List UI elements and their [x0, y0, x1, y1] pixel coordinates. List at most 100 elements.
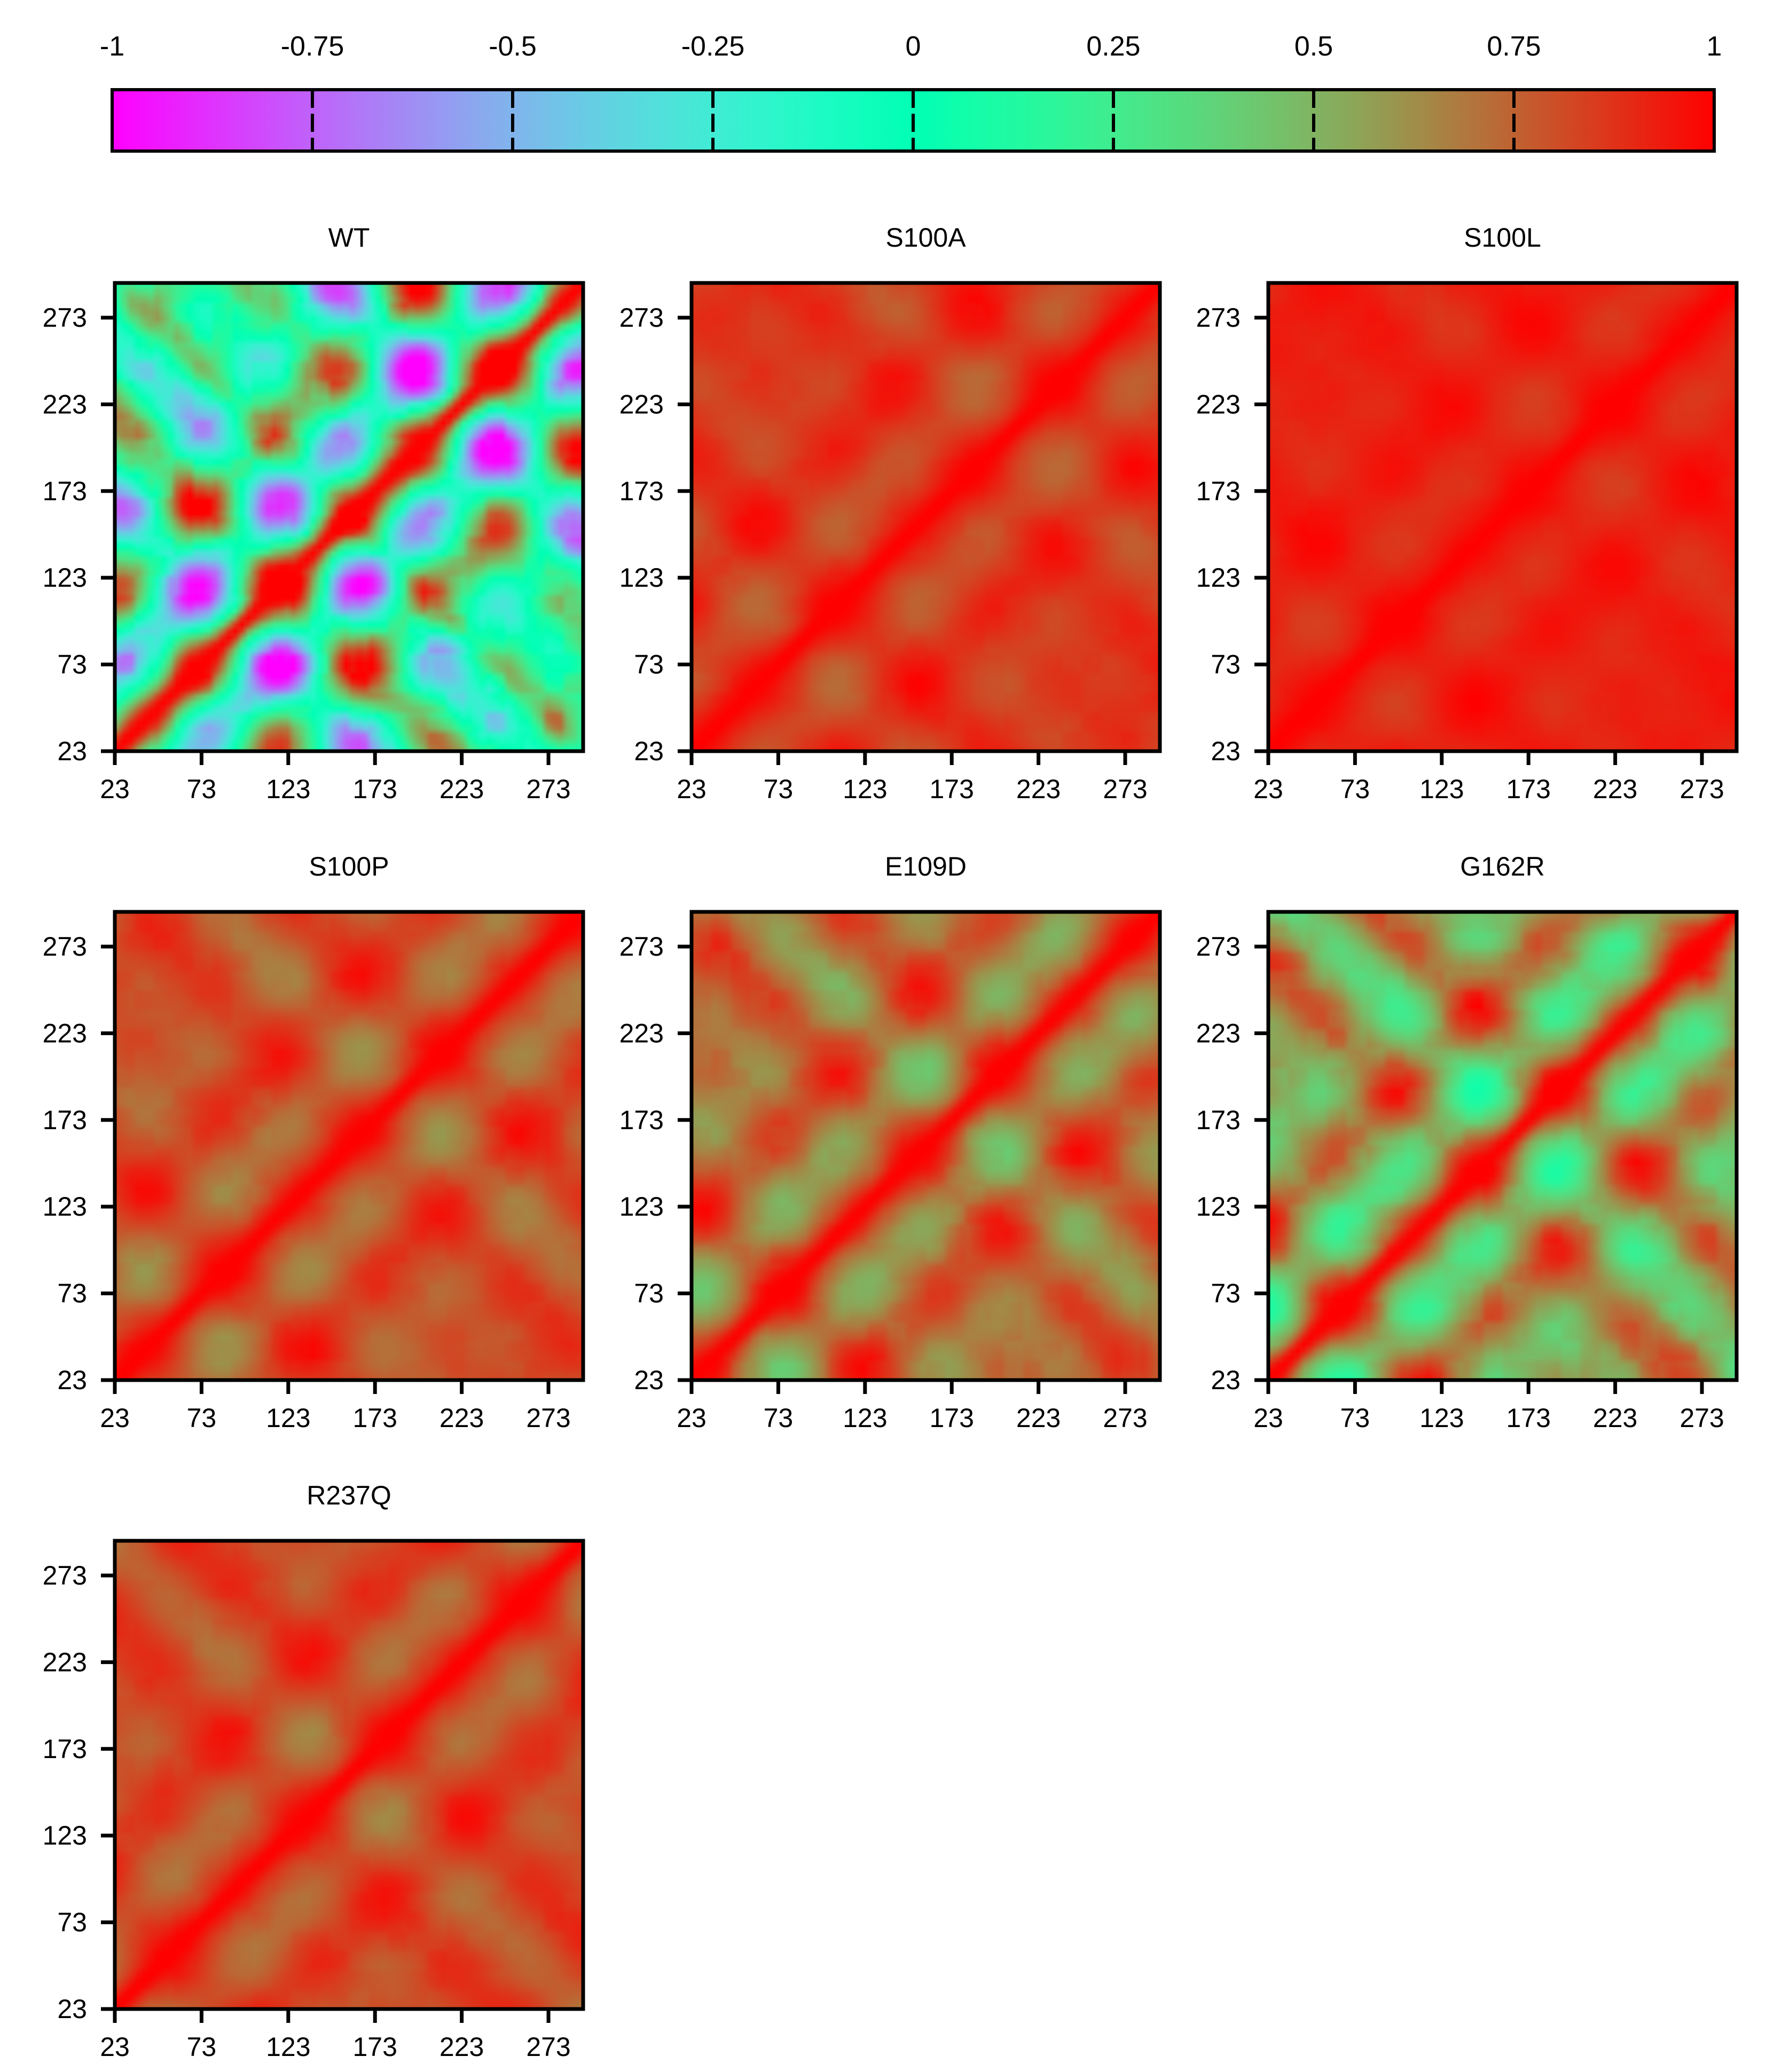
- y-tick-label: 123: [619, 563, 664, 593]
- colorbar: -1 -0.75 -0.5 -0.25 0 0.25 0.5 0.75 1: [100, 31, 1722, 153]
- x-tick-label: 273: [1103, 1403, 1147, 1433]
- x-tick-label: 73: [764, 1403, 794, 1433]
- x-tick-label: 223: [439, 2032, 484, 2062]
- x-tick-label: 173: [1506, 774, 1551, 804]
- x-tick-label: 173: [930, 1403, 974, 1433]
- panel-title: R237Q: [307, 1480, 391, 1510]
- y-tick-label: 123: [43, 1821, 87, 1850]
- x-tick-label: 223: [439, 1403, 484, 1433]
- colorbar-tick-label: -0.75: [281, 31, 344, 62]
- panel-frame: [113, 281, 585, 753]
- y-tick-label: 173: [619, 1105, 664, 1135]
- y-tick-label: 23: [1211, 1365, 1241, 1395]
- x-tick-label: 223: [1016, 774, 1061, 804]
- colorbar-frame: [111, 88, 1716, 153]
- panel-title: S100A: [885, 223, 966, 253]
- x-tick-label: 123: [843, 774, 887, 804]
- y-tick-label: 23: [1211, 736, 1241, 766]
- x-tick-label: 23: [100, 774, 130, 804]
- y-tick-label: 273: [43, 1561, 87, 1590]
- x-tick-label: 173: [353, 774, 397, 804]
- panel-frame: [113, 1539, 585, 2011]
- colorbar-tick-label: 0.75: [1487, 31, 1541, 62]
- heatmap-image: [692, 912, 1160, 1380]
- y-tick-label: 73: [634, 650, 664, 680]
- y-tick-label: 223: [1196, 1018, 1241, 1048]
- x-tick-label: 273: [1679, 774, 1724, 804]
- x-tick-label: 173: [353, 2032, 397, 2062]
- x-tick-label: 123: [266, 774, 310, 804]
- x-tick-label: 123: [843, 1403, 887, 1433]
- y-tick-label: 73: [57, 650, 87, 680]
- x-tick-label: 273: [526, 774, 570, 804]
- colorbar-tick-label: 1: [1707, 31, 1722, 62]
- x-tick-label: 273: [526, 1403, 570, 1433]
- panel-r237q: R237Q 23 23 73 73 123 123 173 173 223 223 273 273: [43, 1480, 585, 2062]
- heatmap-image: [115, 283, 583, 751]
- y-tick-label: 173: [43, 1734, 87, 1764]
- y-tick-label: 223: [43, 1018, 87, 1048]
- y-tick-label: 273: [619, 932, 664, 962]
- x-tick-label: 73: [187, 1403, 217, 1433]
- panel-e109d: E109D 23 23 73 73 123 123 173 173 223 223 273 273: [619, 852, 1162, 1433]
- x-tick-label: 223: [1593, 1403, 1637, 1433]
- heatmap-image: [115, 912, 583, 1380]
- x-tick-label: 23: [677, 1403, 707, 1433]
- y-tick-label: 223: [43, 389, 87, 419]
- x-tick-label: 223: [439, 774, 484, 804]
- panel-s100a: S100A 23 23 73 73 123 123 173 173 223 223 273 273: [619, 223, 1162, 804]
- panel-title: G162R: [1460, 852, 1544, 881]
- y-tick-label: 223: [43, 1647, 87, 1677]
- y-tick-label: 73: [634, 1279, 664, 1309]
- y-tick-label: 73: [57, 1908, 87, 1937]
- panel-frame: [689, 281, 1162, 753]
- y-tick-label: 273: [1196, 932, 1241, 962]
- panel-title: S100L: [1464, 223, 1541, 253]
- x-tick-label: 273: [1103, 774, 1147, 804]
- x-tick-label: 23: [100, 1403, 130, 1433]
- panel-g162r: G162R 23 23 73 73 123 123 173 173 223 223 273 273: [1196, 852, 1739, 1433]
- colorbar-tick-label: 0: [906, 31, 921, 62]
- y-tick-label: 23: [57, 736, 87, 766]
- y-tick-label: 73: [1211, 650, 1241, 680]
- x-tick-label: 23: [1253, 774, 1283, 804]
- y-tick-label: 223: [1196, 389, 1241, 419]
- panel-s100l: S100L 23 23 73 73 123 123 173 173 223 223 273 273: [1196, 223, 1739, 804]
- x-tick-label: 173: [930, 774, 974, 804]
- colorbar-ticks: [311, 90, 1516, 151]
- y-tick-label: 223: [619, 1018, 664, 1048]
- x-tick-label: 123: [266, 2032, 310, 2062]
- x-tick-label: 73: [187, 2032, 217, 2062]
- y-tick-label: 123: [43, 563, 87, 593]
- y-tick-label: 123: [619, 1192, 664, 1222]
- panel-frame: [1266, 281, 1739, 753]
- x-tick-label: 223: [1593, 774, 1637, 804]
- y-tick-label: 23: [634, 1365, 664, 1395]
- panel-s100p: S100P 23 23 73 73 123 123 173 173 223 223 273 273: [43, 852, 585, 1433]
- colorbar-tick-label: -0.25: [681, 31, 745, 62]
- panel-title: WT: [328, 223, 370, 253]
- heatmap-image: [1268, 912, 1737, 1380]
- x-tick-label: 23: [1253, 1403, 1283, 1433]
- heatmap-image: [692, 283, 1160, 751]
- y-tick-label: 73: [57, 1279, 87, 1309]
- y-tick-label: 73: [1211, 1279, 1241, 1309]
- y-tick-label: 23: [634, 736, 664, 766]
- panel-frame: [113, 910, 585, 1382]
- x-tick-label: 123: [1419, 1403, 1464, 1433]
- panel-frame: [689, 910, 1162, 1382]
- x-tick-label: 123: [1419, 774, 1464, 804]
- x-tick-label: 73: [1340, 774, 1370, 804]
- heatmap-panels: WT 23 23 73 73 123 123 173 173 223 223 273 273 S100A 2…: [43, 223, 1739, 2062]
- y-tick-label: 273: [1196, 303, 1241, 333]
- y-tick-label: 223: [619, 389, 664, 419]
- y-tick-label: 273: [43, 303, 87, 333]
- x-tick-label: 23: [100, 2032, 130, 2062]
- y-tick-label: 123: [1196, 563, 1241, 593]
- heatmap-image: [1268, 283, 1737, 751]
- colorbar-tick-label: 0.5: [1294, 31, 1333, 62]
- y-tick-label: 173: [619, 476, 664, 506]
- colorbar-tick-labels: -1 -0.75 -0.5 -0.25 0 0.25 0.5 0.75 1: [100, 31, 1722, 62]
- y-tick-label: 273: [619, 303, 664, 333]
